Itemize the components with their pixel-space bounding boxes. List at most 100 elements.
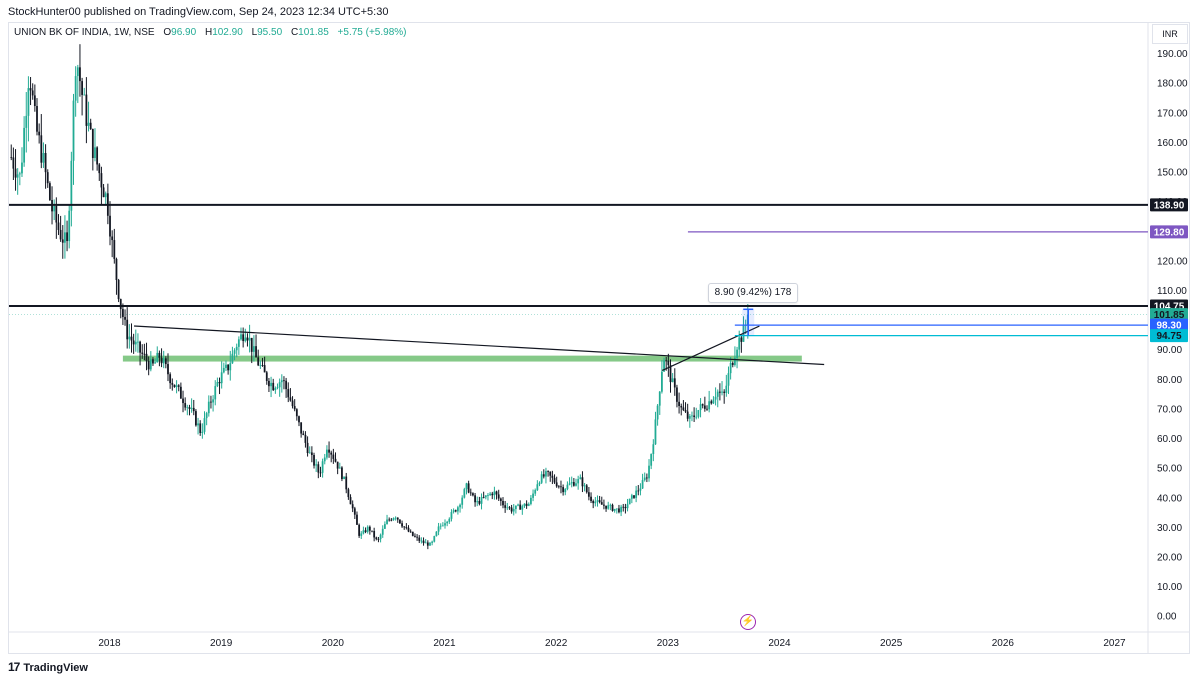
candle-body	[611, 504, 614, 511]
candle-body	[686, 411, 689, 419]
x-tick-label: 2025	[880, 638, 903, 649]
candle-body	[70, 160, 73, 211]
candle-body	[268, 380, 270, 387]
candle-body	[652, 444, 655, 455]
price-tag-98-30	[1150, 318, 1188, 332]
candle-body	[710, 401, 713, 404]
candle-body	[89, 122, 92, 130]
candle-body	[210, 401, 212, 403]
candle-body	[173, 384, 176, 388]
candle-body	[579, 477, 582, 480]
candle-body	[237, 339, 240, 347]
candle-body	[729, 362, 732, 374]
candle-body	[231, 353, 234, 364]
candle-body	[319, 472, 322, 474]
candle-body	[472, 493, 474, 496]
candle-body	[283, 380, 285, 382]
candle-body	[158, 352, 161, 358]
candle-body	[568, 483, 571, 485]
candle-body	[448, 518, 451, 522]
candle-body	[420, 540, 423, 542]
candle-body	[643, 477, 646, 481]
candle-body	[590, 496, 592, 501]
candle-body	[10, 157, 13, 159]
candle-body	[48, 183, 51, 201]
candle-body	[33, 95, 36, 107]
support-zone	[122, 355, 802, 362]
candle-body	[130, 336, 133, 341]
candle-body	[145, 353, 148, 362]
candle-body	[405, 527, 408, 529]
candle-body	[197, 423, 199, 426]
tradingview-logo[interactable]: 17 TradingView	[8, 660, 88, 674]
candle-body	[585, 485, 588, 493]
candle-body	[317, 464, 320, 473]
candle-body	[272, 382, 275, 391]
candle-body	[85, 94, 88, 126]
candle-body	[562, 487, 565, 493]
candle-body	[688, 415, 691, 419]
candle-body	[218, 382, 221, 384]
symbol-name[interactable]: UNION BK OF INDIA, 1W, NSE	[14, 27, 155, 38]
candle-body	[94, 147, 96, 159]
candle-body	[358, 524, 361, 536]
y-tick-label: 170.00	[1157, 108, 1188, 119]
candle-body	[362, 530, 365, 534]
candle-body	[499, 498, 502, 501]
y-tick-label: 150.00	[1157, 168, 1188, 179]
candle-body	[225, 364, 227, 368]
candle-body	[240, 334, 242, 340]
candle-body	[463, 489, 466, 498]
candle-body	[259, 365, 262, 366]
candle-body	[452, 510, 455, 512]
candle-body	[637, 490, 640, 492]
candle-body	[323, 457, 326, 462]
candle-body	[433, 536, 436, 542]
candle-body	[626, 504, 629, 509]
candle-body	[682, 407, 685, 410]
candle-body	[31, 90, 34, 96]
candle-body	[265, 372, 268, 381]
candle-body	[285, 380, 288, 390]
candle-body	[12, 157, 15, 169]
tradingview-brand: TradingView	[23, 662, 88, 674]
candle-body	[298, 416, 300, 423]
candle-body	[255, 346, 257, 358]
candle-body	[332, 454, 335, 459]
candle-body	[532, 493, 534, 498]
price-tag-label: 98.30	[1156, 321, 1181, 332]
y-tick-label: 180.00	[1157, 79, 1188, 90]
candle-body	[736, 349, 738, 358]
candle-body	[553, 477, 556, 483]
candle-body	[371, 530, 373, 532]
y-tick-label: 40.00	[1157, 493, 1182, 504]
candle-body	[250, 337, 253, 352]
candle-body	[517, 504, 519, 506]
candle-body	[560, 486, 562, 488]
measure-label: 8.90 (9.42%) 178	[708, 283, 798, 303]
candle-body	[738, 337, 741, 350]
candle-body	[639, 488, 642, 491]
candle-body	[351, 504, 354, 509]
currency-button[interactable]: INR	[1152, 24, 1188, 44]
candle-body	[721, 391, 723, 393]
candle-body	[598, 500, 601, 503]
flash-icon[interactable]: ⚡	[740, 614, 756, 630]
candle-body	[300, 422, 303, 434]
price-tag-label: 138.90	[1154, 200, 1185, 211]
x-tick-label: 2018	[98, 638, 121, 649]
candle-body	[465, 483, 468, 490]
candle-body	[654, 419, 657, 445]
candle-body	[373, 531, 376, 538]
candle-body	[523, 503, 526, 507]
y-tick-label: 20.00	[1157, 552, 1182, 563]
candle-body	[149, 359, 152, 370]
candle-body	[227, 364, 230, 371]
candle-body	[441, 525, 444, 527]
candle-body	[521, 506, 524, 510]
low-value: 95.50	[257, 27, 283, 38]
candle-body	[557, 486, 560, 488]
candle-body	[487, 495, 489, 496]
candle-body	[650, 454, 653, 466]
